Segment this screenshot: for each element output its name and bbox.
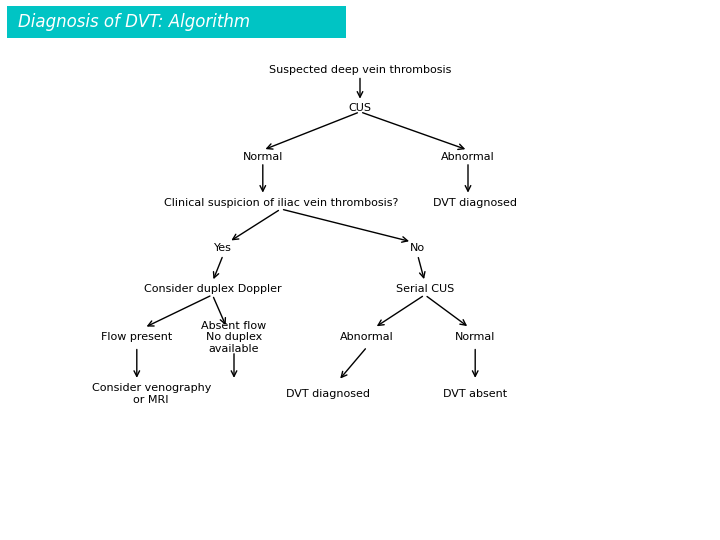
Text: Absent flow
No duplex
available: Absent flow No duplex available	[202, 321, 266, 354]
Text: Consider duplex Doppler: Consider duplex Doppler	[143, 284, 282, 294]
Text: Consider venography
or MRI: Consider venography or MRI	[91, 383, 211, 405]
FancyBboxPatch shape	[7, 6, 346, 38]
Text: Normal: Normal	[243, 152, 283, 161]
Text: Flow present: Flow present	[102, 333, 172, 342]
Text: Abnormal: Abnormal	[441, 152, 495, 161]
Text: DVT diagnosed: DVT diagnosed	[433, 198, 517, 207]
Text: Suspected deep vein thrombosis: Suspected deep vein thrombosis	[269, 65, 451, 75]
Text: DVT diagnosed: DVT diagnosed	[286, 389, 369, 399]
Text: No: No	[410, 244, 426, 253]
Text: Yes: Yes	[215, 244, 232, 253]
Text: Clinical suspicion of iliac vein thrombosis?: Clinical suspicion of iliac vein thrombo…	[163, 198, 398, 207]
Text: Diagnosis of DVT: Algorithm: Diagnosis of DVT: Algorithm	[18, 13, 250, 31]
Text: Serial CUS: Serial CUS	[396, 284, 454, 294]
Text: CUS: CUS	[348, 103, 372, 113]
Text: Abnormal: Abnormal	[341, 333, 394, 342]
Text: DVT absent: DVT absent	[443, 389, 508, 399]
Text: Normal: Normal	[455, 333, 495, 342]
